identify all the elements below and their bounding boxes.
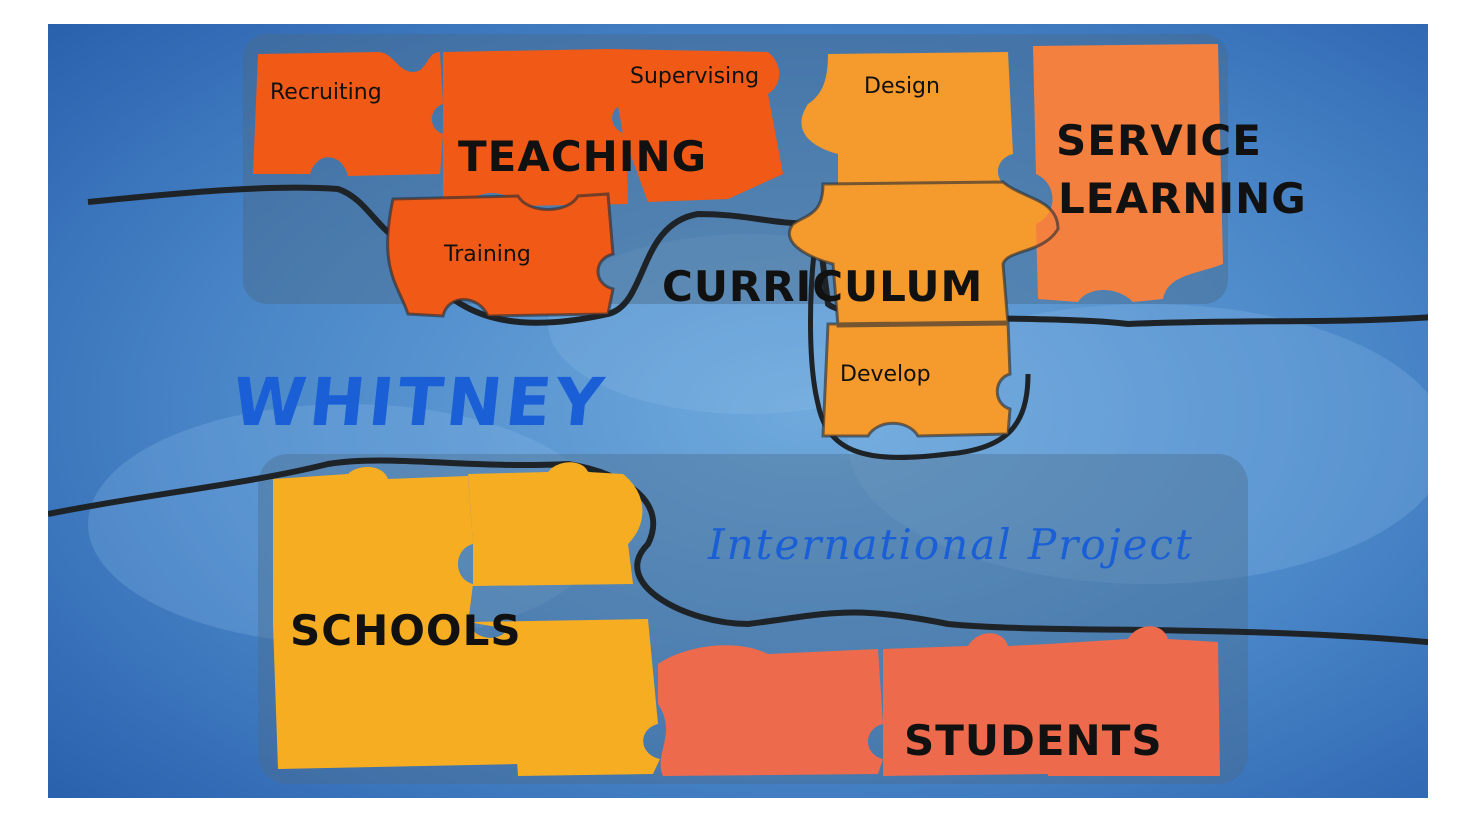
teaching-label: TEACHING bbox=[458, 132, 708, 181]
subtitle-international-project: International Project bbox=[708, 520, 1194, 569]
service-learning-pieces bbox=[1033, 44, 1223, 302]
teaching-pieces bbox=[253, 49, 783, 316]
schools-label: SCHOOLS bbox=[290, 606, 522, 655]
design-label: Design bbox=[864, 74, 940, 99]
training-label: Training bbox=[444, 242, 531, 267]
collage: Recruiting Supervising Design TEACHING S… bbox=[48, 24, 1428, 798]
crack-line-top bbox=[87, 184, 1428, 328]
curriculum-label: CURRICULUM bbox=[662, 262, 984, 311]
schools-pieces bbox=[273, 462, 660, 776]
puzzle-artwork bbox=[48, 24, 1428, 798]
crack-line-bottom bbox=[48, 457, 1428, 646]
recruiting-label: Recruiting bbox=[270, 80, 382, 105]
students-label: STUDENTS bbox=[904, 716, 1163, 765]
learning-label: LEARNING bbox=[1058, 174, 1307, 223]
supervising-label: Supervising bbox=[630, 64, 760, 89]
students-pieces bbox=[658, 626, 1220, 776]
title-whitney: WHITNEY bbox=[228, 364, 611, 441]
develop-label: Develop bbox=[840, 362, 931, 387]
service-label: SERVICE bbox=[1056, 116, 1262, 165]
curriculum-pieces bbox=[789, 52, 1058, 436]
